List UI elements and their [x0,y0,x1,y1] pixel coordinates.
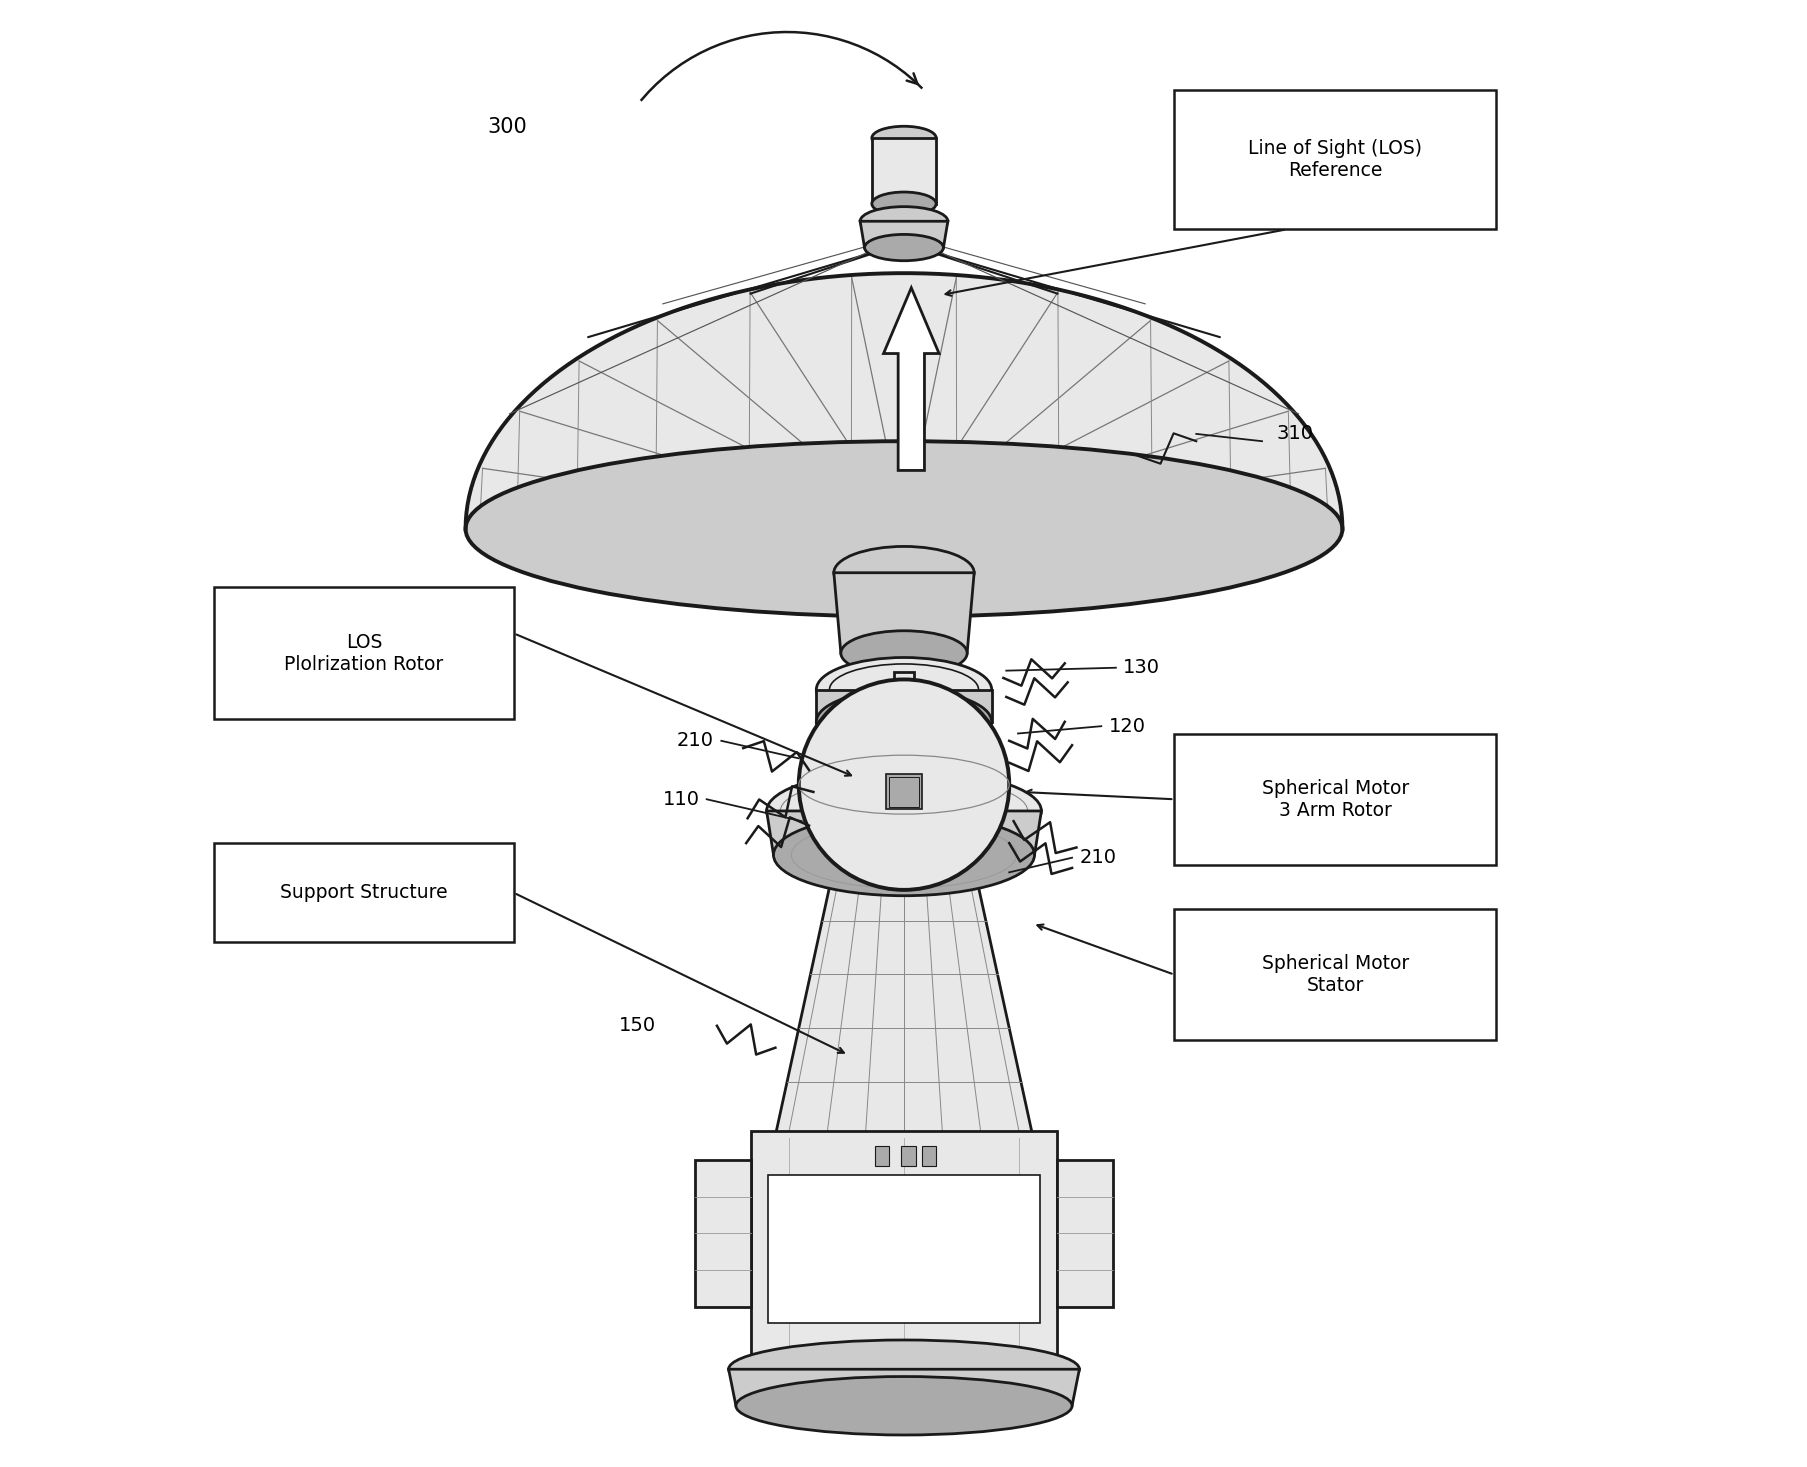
FancyBboxPatch shape [1175,91,1494,229]
Ellipse shape [735,1376,1072,1435]
Ellipse shape [766,770,1041,852]
Ellipse shape [817,657,990,722]
Bar [885,775,922,810]
Bar [768,1175,1039,1323]
Polygon shape [728,1369,1079,1405]
Bar [1057,1159,1113,1307]
Ellipse shape [864,235,943,261]
Polygon shape [466,273,1341,616]
Bar [922,1146,936,1166]
Polygon shape [817,689,990,722]
Text: 300: 300 [488,117,528,136]
Polygon shape [833,572,974,653]
Ellipse shape [466,442,1341,616]
Polygon shape [860,222,947,248]
Circle shape [799,679,1008,890]
Text: Spherical Motor
Stator: Spherical Motor Stator [1261,954,1408,995]
Polygon shape [775,867,1032,1135]
Text: Line of Sight (LOS)
Reference: Line of Sight (LOS) Reference [1247,139,1422,180]
FancyBboxPatch shape [1175,910,1494,1040]
Text: 110: 110 [661,789,699,808]
Text: 310: 310 [1276,424,1314,443]
Ellipse shape [817,689,990,754]
Text: 150: 150 [618,1017,656,1036]
Polygon shape [750,1131,1057,1369]
Polygon shape [871,138,936,204]
Polygon shape [884,288,938,471]
Text: Spherical Motor
3 Arm Rotor: Spherical Motor 3 Arm Rotor [1261,779,1408,820]
Bar [900,1146,914,1166]
Text: 120: 120 [1108,717,1146,735]
Ellipse shape [833,546,974,599]
Polygon shape [893,672,914,722]
Ellipse shape [871,192,936,216]
Ellipse shape [860,207,947,236]
Ellipse shape [773,814,1034,896]
FancyBboxPatch shape [1175,734,1494,866]
Bar [889,778,918,807]
Ellipse shape [871,126,936,150]
Text: LOS
Plolrization Rotor: LOS Plolrization Rotor [284,632,443,673]
Text: 210: 210 [1079,848,1115,867]
Text: 130: 130 [1122,659,1160,678]
Polygon shape [766,811,1041,855]
Ellipse shape [840,631,967,675]
Ellipse shape [728,1339,1079,1398]
Bar [694,1159,750,1307]
FancyBboxPatch shape [213,844,513,942]
Text: 210: 210 [676,732,714,750]
Bar [875,1146,889,1166]
Text: Support Structure: Support Structure [280,883,448,902]
FancyBboxPatch shape [213,587,513,719]
